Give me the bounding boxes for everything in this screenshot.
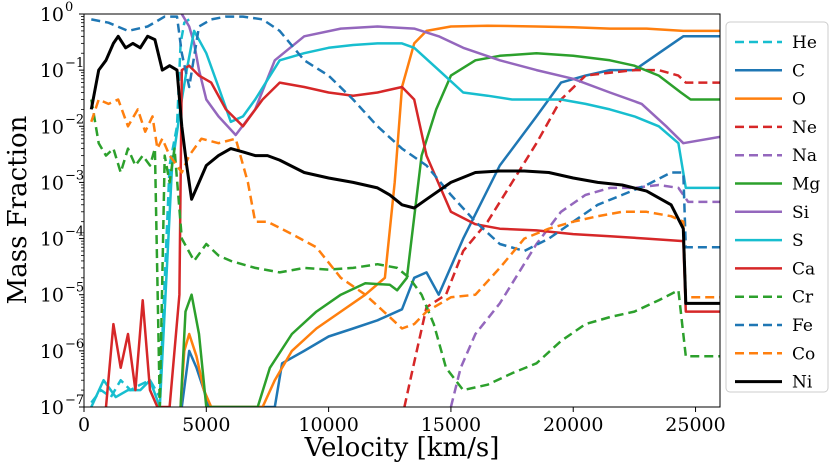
legend-label-s: S (792, 231, 804, 251)
series-line-cr (90, 99, 720, 407)
y-tick-label: 10 (40, 172, 64, 194)
x-tick-label: 5000 (182, 414, 230, 436)
legend-label-si: Si (792, 203, 810, 223)
y-tick-label: 10 (40, 116, 64, 138)
y-tick-label: 10 (40, 285, 64, 307)
x-tick-label: 10000 (298, 414, 358, 436)
series-line-fe (91, 15, 720, 253)
legend-label-mg: Mg (792, 175, 820, 195)
series-line-ca (104, 64, 720, 407)
series-line-s (90, 29, 720, 407)
series-line-ne (403, 68, 720, 407)
y-tick-exponent: −7 (65, 393, 84, 408)
x-tick-label: 0 (78, 414, 90, 436)
y-tick-label: 10 (40, 341, 64, 363)
y-tick-exponent: −4 (65, 225, 84, 240)
legend-label-fe: Fe (792, 316, 813, 336)
y-tick-exponent: 0 (65, 0, 73, 15)
series-line-c (180, 35, 720, 407)
y-tick-exponent: −1 (65, 56, 84, 71)
legend-label-ca: Ca (792, 259, 815, 279)
legend: He CO Ne Na Mg Si S Ca Cr Fe Co Ni (725, 21, 829, 393)
y-axis-label: Mass Fraction (3, 115, 33, 304)
y-tick-exponent: −3 (65, 168, 84, 183)
y-tick-exponent: −2 (65, 112, 84, 127)
series-line-o (179, 24, 720, 407)
series-layer (89, 14, 720, 407)
legend-box (725, 21, 829, 393)
x-tick-label: 25000 (665, 414, 725, 436)
legend-label-cr: Cr (792, 288, 814, 308)
y-tick-label: 10 (40, 397, 64, 419)
plot-frame (83, 13, 721, 408)
series-line-ni (89, 34, 720, 305)
series-line-co (90, 98, 720, 330)
x-tick-label: 15000 (421, 414, 481, 436)
legend-label-ne: Ne (792, 118, 817, 138)
y-tick-label: 10 (40, 229, 64, 251)
y-tick-label: 10 (40, 60, 64, 82)
series-line-mg (179, 51, 720, 407)
x-axis: 0 5000 10000 15000 20000 25000 (78, 407, 726, 436)
legend-label-he: He (792, 33, 817, 53)
x-axis-label: Velocity [km/s] (304, 433, 500, 463)
legend-label-na: Na (792, 146, 817, 166)
y-tick-label: 10 (40, 4, 64, 26)
y-tick-exponent: −5 (65, 281, 84, 296)
series-line-si (180, 14, 720, 145)
x-tick-label: 20000 (543, 414, 603, 436)
legend-label-ni: Ni (792, 373, 813, 393)
legend-label-co: Co (792, 344, 815, 364)
legend-label-o: O (792, 90, 806, 110)
y-tick-exponent: −6 (65, 337, 84, 352)
series-line-na (449, 183, 720, 407)
legend-label-c: C (792, 61, 805, 81)
